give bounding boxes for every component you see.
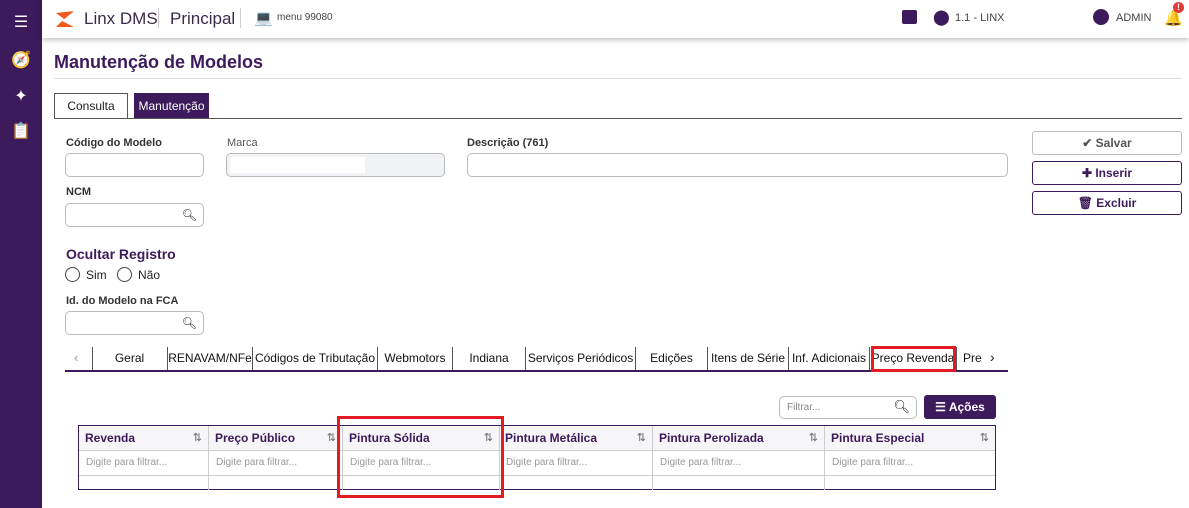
col-filter-preco-publico[interactable]: Digite para filtrar... [209,451,343,476]
subtab-codigos-tributacao[interactable]: Códigos de Tributação [253,347,378,370]
subtab-itens-serie[interactable]: Itens de Série [708,347,789,370]
module-name: Principal [170,9,236,28]
top-header: Linx DMS Principal 💻 menu 99080 ⬤ 1.1 - … [42,0,1189,38]
linx-logo-icon [56,11,74,27]
radio-nao[interactable] [117,267,132,282]
descricao-label: Descrição (761) [467,137,549,149]
menu-code: menu 99080 [277,12,333,23]
tab-manutencao[interactable]: Manutenção [134,93,209,119]
user-name[interactable]: ADMIN [1116,12,1152,24]
subtab-inf-adicionais[interactable]: Inf. Adicionais [789,347,870,370]
col-header-pintura-metalica[interactable]: Pintura Metálica ⇅ [500,426,653,451]
marca-label: Marca [227,137,258,149]
marca-input [226,153,445,177]
col-filter-pintura-perolizada[interactable]: Digite para filtrar... [653,451,825,476]
bell-icon[interactable]: 🔔 [1164,10,1183,27]
highlight-box-tab [871,346,956,372]
subtab-pre-truncated[interactable]: Pre [963,351,982,365]
sort-icon: ⇅ [483,432,493,444]
sidebar: ☰ 🧭 ✦ 📋 [0,0,42,508]
chat-icon[interactable] [902,10,917,24]
col-header-pintura-especial[interactable]: Pintura Especial ⇅ [825,426,995,451]
subtab-edicoes[interactable]: Edições [636,347,708,370]
acoes-label: Ações [948,400,985,414]
col-filter-pintura-especial[interactable]: Digite para filtrar... [825,451,995,476]
subtab-preco-revenda[interactable]: Preço Revenda [870,347,957,370]
acoes-button[interactable]: ☰ Ações [924,395,996,419]
col-header-revenda[interactable]: Revenda ⇅ [79,426,209,451]
col-filter-revenda[interactable]: Digite para filtrar... [79,451,209,476]
grid-filter-placeholder: Filtrar... [787,402,821,413]
highlight-box-column [337,416,504,498]
page-title: Manutenção de Modelos [54,52,264,72]
search-icon[interactable]: 🔍︎ [181,208,197,222]
alert-badge: ! [1173,2,1184,13]
fca-input[interactable]: 🔍︎ [65,311,204,335]
location-pin-icon: ⬤ [933,9,950,26]
col-header-pintura-perolizada[interactable]: Pintura Perolizada ⇅ [653,426,825,451]
sort-icon: ⇅ [636,432,646,444]
hamburger-menu-icon[interactable]: ☰ [13,14,29,31]
codigo-label: Código do Modelo [66,137,162,149]
location-text[interactable]: 1.1 - LINX [955,12,1005,24]
ncm-label: NCM [66,186,92,198]
radio-nao-label: Não [138,268,161,282]
ncm-input[interactable]: 🔍︎ [65,203,204,227]
sort-icon: ⇅ [192,432,202,444]
descricao-input[interactable] [467,153,1008,177]
salvar-label: Salvar [1095,136,1132,150]
chevron-right-icon[interactable]: › [990,349,995,365]
chevron-left-icon[interactable]: ‹ [74,350,79,365]
laptop-icon: 💻 [254,10,273,27]
clipboard-icon[interactable]: 📋 [11,123,31,140]
inserir-label: Inserir [1095,166,1133,180]
search-icon[interactable]: 🔍︎ [181,316,197,330]
compass-icon[interactable]: 🧭 [11,52,31,69]
subtab-geral[interactable]: Geral [92,347,168,370]
brand-name: Linx DMS [84,9,158,28]
inserir-button[interactable]: ✚ Inserir [1032,161,1182,185]
excluir-label: Excluir [1096,196,1137,210]
excluir-button[interactable]: 🗑 Excluir [1032,191,1182,215]
radio-sim-label: Sim [86,268,107,282]
ocultar-label: Ocultar Registro [66,246,176,262]
col-header-pintura-solida[interactable]: Pintura Sólida ⇅ [343,426,500,451]
col-header-preco-publico[interactable]: Preço Público ⇅ [209,426,343,451]
col-filter-pintura-metalica[interactable]: Digite para filtrar... [500,451,653,476]
salvar-button[interactable]: ✔ Salvar [1032,131,1182,155]
sort-icon: ⇅ [979,432,989,444]
user-avatar-icon[interactable] [1093,9,1109,25]
sort-icon: ⇅ [808,432,818,444]
grid-filter-input[interactable]: Filtrar... 🔍︎ [779,396,917,419]
search-icon[interactable]: 🔍︎ [893,399,910,414]
subtab-webmotors[interactable]: Webmotors [378,347,453,370]
preco-revenda-grid: Revenda ⇅ Preço Público ⇅ Pintura Sólida ⇅ … [78,425,996,490]
fca-label: Id. do Modelo na FCA [66,295,179,307]
subtab-servicos-periodicos[interactable]: Serviços Periódicos [526,347,636,370]
subtab-renavam[interactable]: RENAVAM/NFe [168,347,253,370]
radio-sim[interactable] [65,267,80,282]
sparkles-icon[interactable]: ✦ [14,88,28,105]
col-filter-pintura-solida[interactable]: Digite para filtrar... [343,451,500,476]
tab-consulta[interactable]: Consulta [54,93,128,119]
subtab-indiana[interactable]: Indiana [453,347,526,370]
sort-icon: ⇅ [326,432,336,444]
codigo-input[interactable] [65,153,204,177]
